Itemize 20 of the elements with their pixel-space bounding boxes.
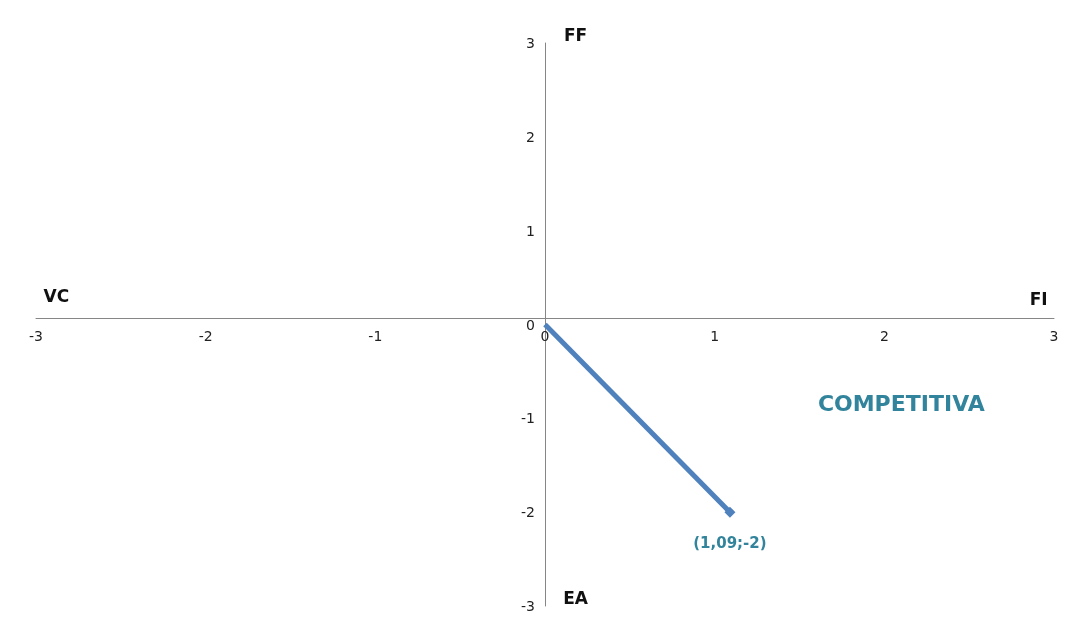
annotation: COMPETITIVA xyxy=(817,391,985,417)
x-tick-label: -1 xyxy=(368,327,383,344)
y-tick-label: 2 xyxy=(526,128,535,145)
annotation: VC xyxy=(43,286,70,307)
data-label: (1,09;-2) xyxy=(693,534,767,553)
x-tick-label: 1 xyxy=(710,327,720,344)
annotation: EA xyxy=(563,587,589,608)
y-tick-label: -3 xyxy=(521,598,535,614)
x-tick-label: -3 xyxy=(29,327,43,344)
x-tick-label: 0 xyxy=(540,327,550,344)
y-tick-label: 1 xyxy=(526,222,535,239)
annotation: FI xyxy=(1029,289,1048,310)
x-tick-label: 2 xyxy=(879,327,889,344)
annotation: FF xyxy=(563,24,588,45)
y-tick-label: -2 xyxy=(521,504,535,521)
y-tick-label: -1 xyxy=(521,410,535,427)
x-tick-label: 3 xyxy=(1049,327,1059,344)
x-tick-label: -2 xyxy=(198,327,213,344)
y-tick-label: 3 xyxy=(526,35,535,51)
y-tick-label: 0 xyxy=(526,316,535,333)
